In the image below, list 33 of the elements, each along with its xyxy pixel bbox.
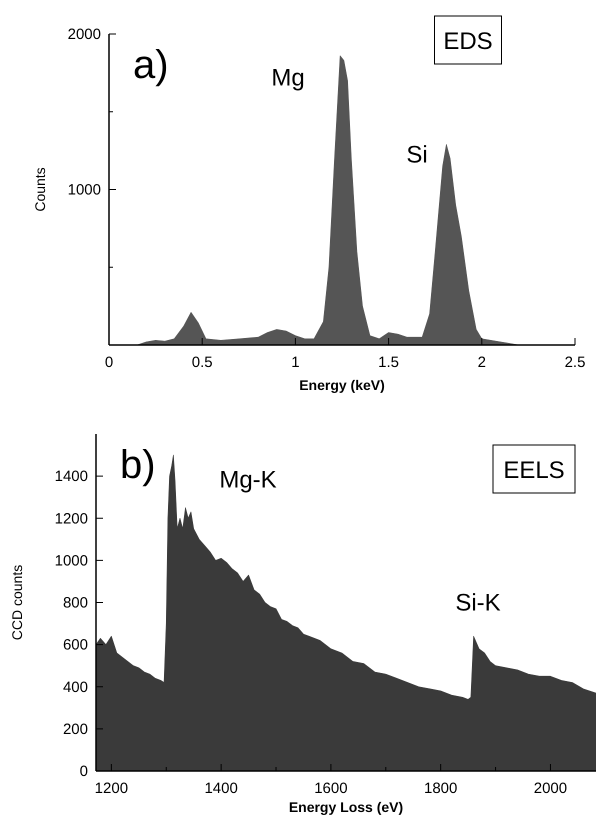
x-tick-label: 0	[104, 354, 114, 371]
annotation: EELS	[503, 457, 565, 484]
x-tick-label: 2	[478, 354, 486, 371]
y-tick-label: 400	[62, 678, 88, 696]
y-tick-label: 600	[62, 636, 88, 654]
x-axis-title: Energy (keV)	[299, 377, 385, 393]
y-axis-title: CCD counts	[9, 564, 25, 640]
y-axis-title: Counts	[32, 167, 48, 212]
annotation: Mg-K	[219, 466, 277, 494]
y-tick-label: 0	[80, 763, 88, 780]
x-tick-label: 1200	[94, 780, 128, 797]
x-tick-label: 1	[291, 354, 300, 371]
x-tick-label: 1800	[424, 780, 458, 797]
annotation: Si-K	[455, 589, 501, 616]
y-tick-label: 800	[62, 594, 88, 612]
y-tick-label: 2000	[68, 26, 101, 43]
y-tick-label: 1000	[68, 182, 101, 198]
x-tick-label: 2.5	[564, 354, 586, 371]
y-tick-label: 1200	[54, 510, 88, 528]
annotation: Mg	[271, 64, 305, 92]
x-tick-label: 2000	[534, 780, 568, 797]
y-tick-label: 1400	[54, 468, 88, 486]
x-tick-label: 1400	[204, 780, 238, 797]
y-tick-label: 200	[62, 720, 88, 738]
x-tick-label: 1.5	[378, 354, 400, 371]
annotation: Si	[406, 141, 428, 168]
x-axis-title: Energy Loss (eV)	[288, 799, 404, 815]
annotation: EDS	[443, 28, 493, 55]
x-tick-label: 1600	[314, 780, 348, 797]
chart-title: a)	[133, 43, 169, 87]
y-tick-label: 1000	[54, 552, 88, 570]
chart-title: b)	[120, 443, 156, 487]
x-tick-label: 0.5	[192, 354, 213, 371]
